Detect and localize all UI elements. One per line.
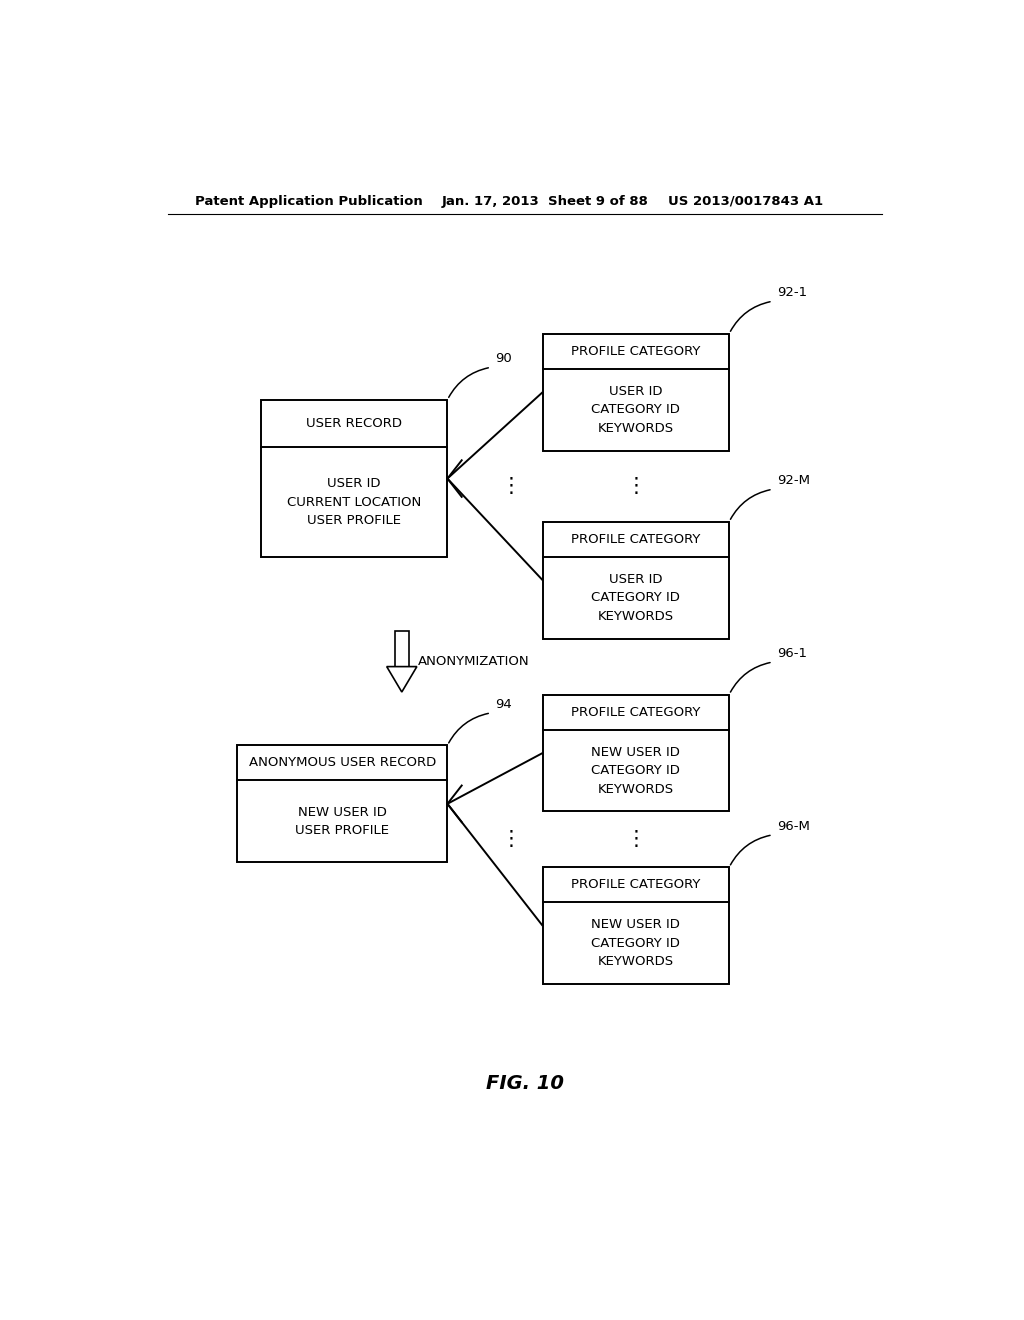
Text: PROFILE CATEGORY: PROFILE CATEGORY: [571, 706, 700, 718]
Text: NEW USER ID
CATEGORY ID
KEYWORDS: NEW USER ID CATEGORY ID KEYWORDS: [592, 919, 680, 969]
Bar: [238, 746, 447, 862]
Bar: [543, 867, 729, 985]
Bar: [543, 521, 729, 639]
Bar: [261, 400, 447, 557]
Text: ⋮: ⋮: [626, 829, 646, 849]
Bar: [394, 631, 409, 667]
Text: 96-1: 96-1: [777, 647, 807, 660]
Text: ⋮: ⋮: [501, 477, 521, 496]
Text: Jan. 17, 2013  Sheet 9 of 88: Jan. 17, 2013 Sheet 9 of 88: [441, 194, 648, 207]
Text: PROFILE CATEGORY: PROFILE CATEGORY: [571, 345, 700, 358]
Text: USER RECORD: USER RECORD: [306, 417, 402, 430]
Text: ⋮: ⋮: [626, 477, 646, 496]
Bar: [543, 334, 729, 450]
Text: USER ID
CATEGORY ID
KEYWORDS: USER ID CATEGORY ID KEYWORDS: [592, 573, 680, 623]
Bar: [543, 694, 729, 812]
Text: NEW USER ID
USER PROFILE: NEW USER ID USER PROFILE: [295, 805, 389, 837]
Text: ANONYMOUS USER RECORD: ANONYMOUS USER RECORD: [249, 756, 436, 770]
Text: 90: 90: [495, 352, 512, 366]
Text: Patent Application Publication: Patent Application Publication: [196, 194, 423, 207]
Text: ⋮: ⋮: [501, 829, 521, 849]
Text: 96-M: 96-M: [777, 820, 810, 833]
Text: USER ID
CURRENT LOCATION
USER PROFILE: USER ID CURRENT LOCATION USER PROFILE: [287, 478, 421, 527]
Text: 92-M: 92-M: [777, 474, 810, 487]
Polygon shape: [387, 667, 417, 692]
Text: NEW USER ID
CATEGORY ID
KEYWORDS: NEW USER ID CATEGORY ID KEYWORDS: [592, 746, 680, 796]
Text: PROFILE CATEGORY: PROFILE CATEGORY: [571, 533, 700, 545]
Text: 94: 94: [495, 698, 512, 710]
Text: FIG. 10: FIG. 10: [485, 1074, 564, 1093]
Text: ANONYMIZATION: ANONYMIZATION: [418, 655, 529, 668]
Text: PROFILE CATEGORY: PROFILE CATEGORY: [571, 878, 700, 891]
Text: USER ID
CATEGORY ID
KEYWORDS: USER ID CATEGORY ID KEYWORDS: [592, 384, 680, 434]
Text: 92-1: 92-1: [777, 286, 807, 300]
Text: US 2013/0017843 A1: US 2013/0017843 A1: [668, 194, 822, 207]
